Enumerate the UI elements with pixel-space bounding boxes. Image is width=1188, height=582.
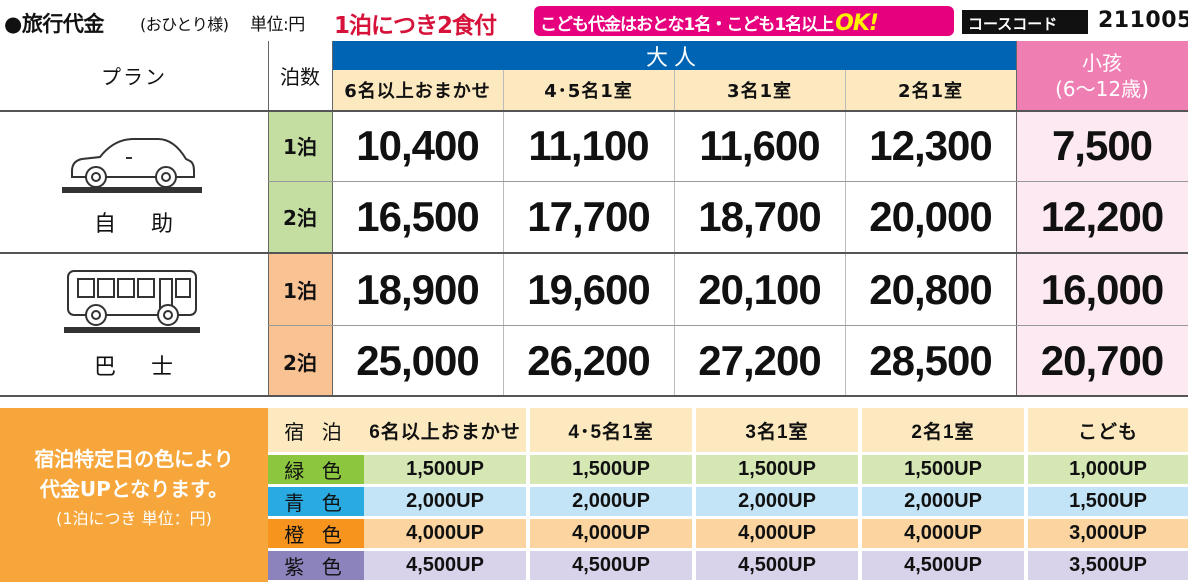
surcharge-column-header: 6名以上おまかせ (364, 408, 526, 452)
price-cell: 20,000 (869, 192, 992, 240)
room-type-header: 3名1室 (674, 70, 845, 110)
price-cell: 25,000 (356, 337, 479, 384)
price-cell: 10,400 (356, 121, 479, 169)
price-cell: 28,500 (869, 337, 992, 384)
car-icon (62, 131, 202, 199)
room-type-header: 6名以上おまかせ (332, 70, 503, 110)
surcharge-table: 宿 泊 6名以上おまかせ 4･5名1室 3名1室 2名1室 こども 緑 色 1,5… (268, 408, 1188, 582)
child-price-cell: 20,700 (1040, 337, 1164, 384)
surcharge-cell: 4,500UP (696, 551, 858, 580)
grid-line (0, 110, 1188, 112)
price-cell: 16,500 (356, 192, 479, 240)
surcharge-cell: 4,000UP (530, 519, 692, 548)
price-cell: 18,700 (698, 192, 821, 240)
grid-line (268, 181, 1188, 182)
price-cell: 20,100 (698, 265, 821, 313)
surcharge-cell: 1,000UP (1028, 455, 1188, 484)
price-table: プラン 泊数 大人 小孩 (6～12歳) 6名以上おまかせ 4･5名1室 3名1… (0, 41, 1188, 397)
price-cell: 18,900 (356, 265, 479, 313)
course-code-label: コースコード (962, 10, 1088, 34)
surcharge-column-header: 3名1室 (696, 408, 858, 452)
nights-cell: 1泊 (268, 110, 332, 181)
kids-ok-badge: OK! (835, 11, 879, 36)
surcharge-cell: 1,500UP (530, 455, 692, 484)
kids-price-banner: こども代金はおとな1名・こども1名以上OK! (534, 6, 954, 36)
grid-line (845, 70, 846, 397)
grid-line (0, 252, 1188, 254)
plan-name-self-drive: 自 助 (94, 212, 187, 237)
grid-line (268, 325, 1188, 326)
child-price-cell: 16,000 (1040, 265, 1164, 313)
surcharge-cell: 4,000UP (364, 519, 526, 548)
stay-color-header: 宿 泊 (268, 408, 364, 452)
nights-cell: 2泊 (268, 325, 332, 397)
surcharge-cell: 2,000UP (862, 487, 1024, 516)
surcharge-cell: 1,500UP (862, 455, 1024, 484)
surcharge-cell: 3,500UP (1028, 551, 1188, 580)
stay-color-label: 橙 色 (268, 519, 364, 548)
surcharge-column-header: 4･5名1室 (530, 408, 692, 452)
price-cell: 20,800 (869, 265, 992, 313)
surcharge-cell: 1,500UP (696, 455, 858, 484)
surcharge-cell: 2,000UP (696, 487, 858, 516)
grid-line (1016, 41, 1017, 397)
surcharge-note-line: 代金UPとなります。 (39, 477, 229, 501)
price-cell: 27,200 (698, 337, 821, 384)
grid-line (674, 70, 675, 397)
surcharge-note: 宿泊特定日の色により 代金UPとなります。 (1泊につき 単位：円) (0, 408, 268, 582)
price-cell: 12,300 (869, 121, 992, 169)
surcharge-cell: 1,500UP (364, 455, 526, 484)
stay-color-label: 緑 色 (268, 455, 364, 484)
page-title: ●旅行代金 (4, 12, 104, 36)
surcharge-unit-note: (1泊につき 単位：円) (56, 509, 212, 528)
nights-cell: 2泊 (268, 181, 332, 252)
child-column-header: 小孩 (6～12歳) (1016, 41, 1188, 110)
surcharge-column-header: こども (1028, 408, 1188, 452)
surcharge-cell: 2,000UP (530, 487, 692, 516)
meals-note: 1泊につき2食付 (334, 13, 497, 39)
surcharge-cell: 3,000UP (1028, 519, 1188, 548)
grid-line (268, 41, 269, 397)
child-price-cell: 7,500 (1051, 121, 1153, 169)
nights-cell: 1泊 (268, 254, 332, 325)
room-type-header: 2名1室 (845, 70, 1016, 110)
per-person-note: (おひとり様) (140, 15, 229, 34)
surcharge-note-line: 宿泊特定日の色により (34, 447, 234, 471)
child-price-cell: 12,200 (1040, 192, 1164, 240)
stay-color-label: 紫 色 (268, 551, 364, 580)
price-cell: 19,600 (527, 265, 650, 313)
plan-name-bus: 巴 士 (94, 355, 187, 380)
adult-column-header: 大人 (332, 41, 1016, 71)
plan-column-header: プラン (101, 65, 167, 89)
price-cell: 17,700 (527, 192, 650, 240)
grid-line (0, 395, 1188, 397)
course-code-value: 211005 (1098, 8, 1188, 33)
surcharge-cell: 4,000UP (696, 519, 858, 548)
price-cell: 11,600 (699, 121, 820, 169)
child-age-range: (6～12歳) (1055, 76, 1149, 101)
kids-price-note: こども代金はおとな1名・こども1名以上 (540, 15, 834, 35)
surcharge-cell: 2,000UP (364, 487, 526, 516)
surcharge-column-header: 2名1室 (862, 408, 1024, 452)
bus-icon (64, 267, 200, 339)
surcharge-cell: 1,500UP (1028, 487, 1188, 516)
price-header: ●旅行代金 (おひとり様) 単位:円 1泊につき2食付 こども代金はおとな1名・… (4, 4, 1188, 40)
grid-line (503, 70, 504, 397)
child-header-label: 小孩 (1082, 50, 1122, 75)
nights-column-header: 泊数 (280, 65, 320, 89)
unit-note: 単位:円 (250, 15, 305, 35)
room-type-header: 4･5名1室 (503, 70, 674, 110)
price-cell: 26,200 (527, 337, 650, 384)
price-cell: 11,100 (528, 121, 649, 169)
surcharge-cell: 4,500UP (862, 551, 1024, 580)
surcharge-cell: 4,000UP (862, 519, 1024, 548)
surcharge-cell: 4,500UP (530, 551, 692, 580)
grid-line (332, 41, 333, 397)
surcharge-cell: 4,500UP (364, 551, 526, 580)
stay-color-label: 青 色 (268, 487, 364, 516)
